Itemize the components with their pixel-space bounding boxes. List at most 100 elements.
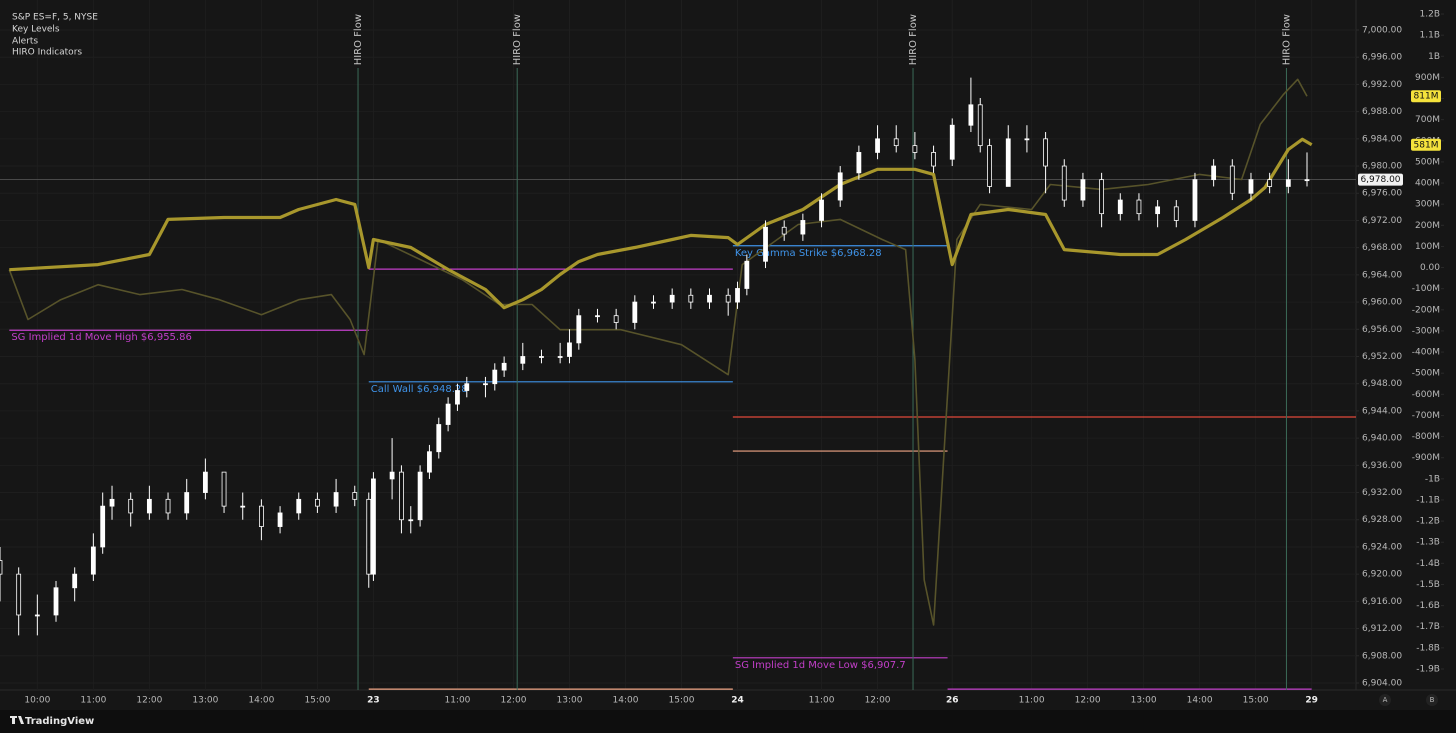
candle-body — [1005, 138, 1011, 187]
candle-body — [837, 172, 843, 201]
indicator-label[interactable]: HIRO Indicators — [12, 48, 82, 58]
y-tick-label: 6,912.00 — [1362, 624, 1402, 634]
candle-body — [399, 471, 404, 521]
button-bg[interactable] — [1426, 694, 1438, 706]
key-level-label: Call Wall $6,948.28 — [371, 384, 468, 395]
candle-body — [501, 362, 507, 371]
symbol-label: S&P ES=F, 5, NYSE — [12, 13, 98, 23]
x-tick-label: 13:00 — [557, 696, 583, 706]
y-tick-label: 6,932.00 — [1362, 488, 1402, 498]
candle-body — [651, 301, 656, 304]
y2-tick-label: -1.2B — [1416, 517, 1440, 527]
y-tick-label: 6,944.00 — [1362, 406, 1402, 416]
x-tick-label: 26 — [946, 696, 959, 706]
y2-tick-label: -800M — [1412, 432, 1440, 442]
y2-tick-label: -1.9B — [1416, 664, 1440, 674]
candle-body — [707, 294, 712, 303]
y2-tick-label: 1B — [1428, 52, 1440, 62]
y-tick-label: 6,952.00 — [1362, 352, 1402, 362]
y-tick-label: 6,916.00 — [1362, 597, 1402, 607]
y-tick-label: 6,992.00 — [1362, 80, 1402, 90]
y-tick-label: 6,988.00 — [1362, 107, 1402, 117]
y2-tick-label: -700M — [1412, 411, 1440, 421]
candle-body — [436, 424, 442, 453]
y2-tick-label: -1.3B — [1416, 538, 1440, 548]
candle-body — [893, 138, 899, 147]
header: S&P ES=F, 5, NYSE Key Levels Alerts HIRO… — [12, 13, 98, 58]
candle-body — [744, 260, 750, 289]
y2-tick-label: -500M — [1412, 369, 1440, 379]
candle-body — [1043, 138, 1048, 167]
y2-tick-label: -1.5B — [1416, 580, 1440, 590]
candle-body — [100, 505, 106, 548]
indicator-label[interactable]: Alerts — [12, 37, 38, 47]
x-tick-label: 14:00 — [248, 696, 274, 706]
candle-body — [366, 498, 372, 575]
axes: 6,904.00 6,908.00 6,912.00 6,916.00 6,920.00… — [24, 10, 1444, 706]
button[interactable]: B — [1430, 696, 1435, 704]
hiro-flow-label: HIRO Flow — [1281, 14, 1292, 65]
footer-bar — [0, 710, 1456, 733]
candle-body — [613, 315, 619, 323]
candle-body — [520, 356, 526, 364]
candle-body — [949, 124, 955, 160]
hiro-line — [8, 78, 1308, 626]
candle-body — [483, 383, 488, 386]
candle-body — [221, 471, 227, 507]
candle-body — [16, 573, 22, 616]
y-tick-label: 6,964.00 — [1362, 270, 1402, 280]
candle-body — [557, 356, 563, 358]
candle-body — [34, 614, 40, 617]
y2-tick-label: 900M — [1415, 73, 1440, 83]
button[interactable]: A — [1383, 696, 1388, 704]
candle-body — [1136, 199, 1142, 215]
candle-body — [1304, 179, 1310, 182]
y2-tick-label: -600M — [1412, 390, 1440, 400]
candle-body — [389, 471, 395, 480]
x-tick-label: 23 — [367, 696, 380, 706]
key-level-label: Key Gamma Strike $6,968.28 — [735, 248, 882, 259]
candle-body — [128, 498, 134, 514]
candle-body — [371, 478, 376, 575]
y2-tick-label: -1B — [1425, 474, 1440, 484]
y2-tick-label: 100M — [1415, 242, 1440, 252]
hiro-flow-label: HIRO Flow — [353, 14, 364, 65]
x-tick-label: 12:00 — [865, 696, 891, 706]
hiro-flow-label: HIRO Flow — [512, 14, 523, 65]
y2-tick-label: 400M — [1415, 179, 1440, 189]
candle-body — [800, 220, 806, 235]
candle-body — [1024, 138, 1030, 141]
candle-body — [912, 145, 918, 153]
candle-body — [202, 471, 208, 493]
candle-body — [492, 369, 498, 385]
y2-tick-label: -200M — [1412, 305, 1440, 315]
candle-body — [109, 498, 115, 507]
brand[interactable]: TradingView — [25, 716, 94, 727]
button-bg[interactable] — [1379, 694, 1391, 706]
y2-tick-label: -400M — [1412, 348, 1440, 358]
y-tick-label: 6,968.00 — [1362, 243, 1402, 253]
key-level-label: SG Implied 1d Move Low $6,907.7 — [735, 660, 906, 671]
candle-body — [632, 301, 638, 323]
candle-body — [669, 294, 675, 303]
hiro-tag — [1411, 90, 1441, 103]
x-tick-label: 11:00 — [80, 696, 106, 706]
x-tick-label: 14:00 — [613, 696, 639, 706]
candle-body — [240, 505, 246, 508]
candle-body — [0, 560, 3, 575]
candle-body — [352, 492, 358, 500]
x-tick-label: 12:00 — [500, 696, 526, 706]
candle-body — [1061, 165, 1067, 201]
hiro-flow-label: HIRO Flow — [908, 14, 919, 65]
candle-body — [735, 288, 740, 303]
grid — [0, 0, 1356, 690]
x-tick-label: 15:00 — [304, 696, 330, 706]
indicator-label[interactable]: Key Levels — [12, 25, 60, 35]
candle-body — [184, 492, 190, 514]
y-tick-label: 6,928.00 — [1362, 515, 1402, 525]
candle-body — [1229, 165, 1235, 194]
y2-tick-label: -1.6B — [1416, 601, 1440, 611]
candle-body — [53, 587, 59, 616]
candle-body — [763, 226, 768, 262]
